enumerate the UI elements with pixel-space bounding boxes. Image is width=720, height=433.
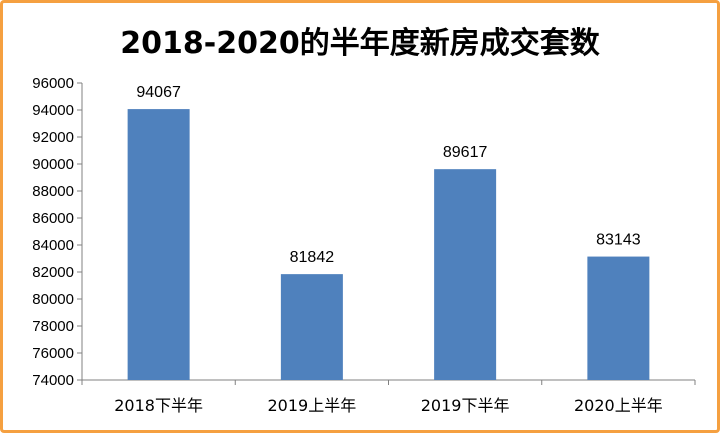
y-tick-label: 78000	[32, 318, 74, 335]
y-axis-ticks: 74000 76000 78000 80000 82000 84000 86000 88000…	[32, 75, 82, 389]
y-tick-label: 86000	[32, 210, 74, 227]
y-tick-label: 96000	[32, 75, 74, 92]
y-tick-label: 80000	[32, 291, 74, 308]
bar-2	[280, 274, 343, 380]
bar-4	[587, 256, 650, 380]
y-tick-label: 88000	[32, 183, 74, 200]
y-tick-label: 90000	[32, 156, 74, 173]
x-category-label-3: 2019下半年	[421, 396, 510, 415]
y-tick-label: 76000	[32, 345, 74, 362]
y-tick-label: 92000	[32, 129, 74, 146]
data-label-3: 89617	[443, 144, 488, 161]
y-tick-label: 82000	[32, 264, 74, 281]
data-label-1: 94067	[136, 84, 181, 101]
x-axis-labels: 2018下半年 2019上半年 2019下半年 2020上半年	[81, 380, 696, 415]
bar-1	[127, 109, 190, 381]
x-category-label-4: 2020上半年	[574, 396, 663, 415]
bar-3	[434, 169, 497, 380]
data-label-2: 81842	[290, 249, 335, 266]
chart-title: 2018-2020的半年度新房成交套数	[120, 26, 600, 61]
y-tick-label: 94000	[32, 102, 74, 119]
data-labels: 94067 81842 89617 83143	[136, 84, 640, 266]
data-label-4: 83143	[596, 232, 641, 249]
x-category-label-1: 2018下半年	[114, 396, 203, 415]
y-tick-label: 74000	[32, 372, 74, 389]
y-tick-label: 84000	[32, 237, 74, 254]
bars	[127, 109, 650, 381]
x-category-label-2: 2019上半年	[268, 396, 357, 415]
